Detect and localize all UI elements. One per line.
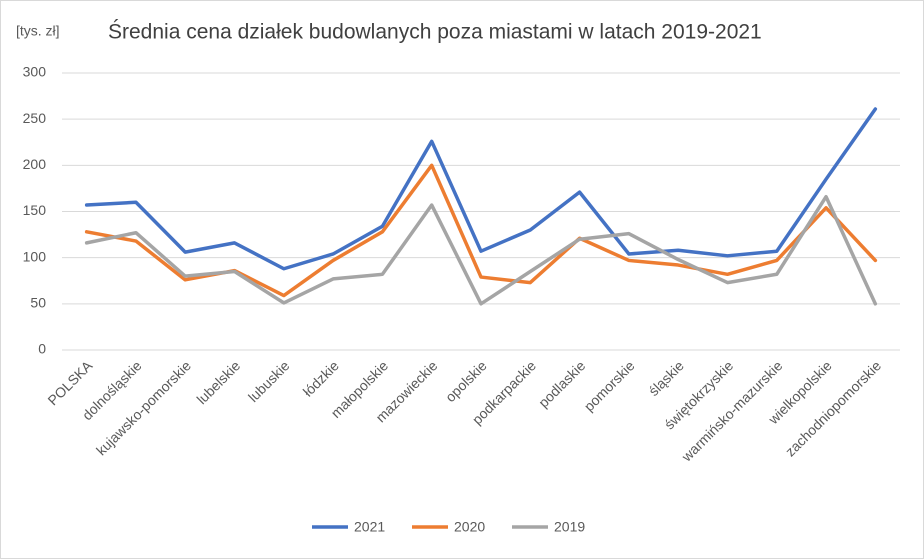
y-tick-label: 150 xyxy=(23,202,47,218)
legend-label: 2019 xyxy=(554,519,585,535)
y-tick-label: 300 xyxy=(23,64,47,80)
chart-title: Średnia cena działek budowlanych poza mi… xyxy=(108,20,762,44)
legend-label: 2020 xyxy=(454,519,485,535)
series-line xyxy=(84,194,878,306)
y-tick-label: 100 xyxy=(23,248,47,264)
y-tick-label: 50 xyxy=(30,295,46,311)
legend-label: 2021 xyxy=(354,519,385,535)
series-line xyxy=(84,107,878,271)
y-tick-label: 250 xyxy=(23,110,47,126)
y-tick-label: 0 xyxy=(38,341,46,357)
y-tick-label: 200 xyxy=(23,156,47,172)
y-axis-label: [tys. zł] xyxy=(16,23,60,39)
